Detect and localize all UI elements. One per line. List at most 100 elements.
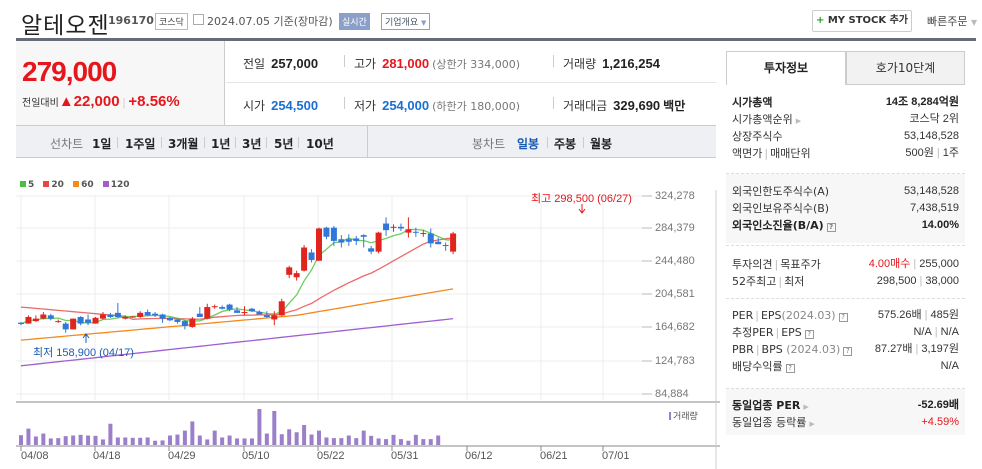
prev-close-label: 전일 bbox=[243, 57, 266, 71]
legend-label: 60 bbox=[81, 180, 94, 190]
info-row[interactable]: 동일업종 등락률 ▶ +4.59% bbox=[726, 414, 965, 431]
label-text: 최저 bbox=[784, 275, 805, 288]
candlestick-chart[interactable] bbox=[0, 190, 720, 469]
chevron-down-icon: ▼ bbox=[421, 19, 427, 27]
info-row: 상장주식수 53,148,528 bbox=[726, 128, 965, 145]
info-row: 배당수익률? N/A bbox=[726, 358, 965, 375]
separator: | bbox=[934, 326, 938, 338]
tab-3year[interactable]: 3년 bbox=[242, 137, 262, 151]
value-text: 1주 bbox=[942, 147, 959, 159]
line-chart-label: 선차트 bbox=[50, 137, 84, 151]
ma-legend: 5 20 60 120 bbox=[20, 180, 136, 190]
tab-weekly[interactable]: 주봉 bbox=[554, 137, 577, 151]
info-row[interactable]: 시가총액순위 ▶ 코스닥 2위 bbox=[726, 111, 965, 128]
value-text: 485원 bbox=[930, 309, 959, 321]
x-tick: 07/01 bbox=[602, 450, 630, 462]
change-value: 22,000 bbox=[73, 93, 120, 110]
low-value: 254,000 bbox=[382, 98, 430, 113]
divider bbox=[367, 126, 368, 157]
foreign-limit-label: 외국인한도주식수(A) bbox=[732, 185, 830, 198]
y-tick: 244,480 bbox=[655, 255, 695, 267]
info-row: 52주최고 | 최저 298,500 | 38,000 bbox=[726, 273, 965, 290]
tab-5year[interactable]: 5년 bbox=[274, 137, 294, 151]
separator: | bbox=[924, 309, 928, 321]
industry-change-label[interactable]: 동일업종 등락률 ▶ bbox=[732, 414, 815, 433]
per-eps-label: PER | EPS(2024.03)? bbox=[732, 307, 848, 324]
info-row: 추정PER | EPS? N/A | N/A bbox=[726, 324, 965, 341]
separator bbox=[553, 55, 554, 67]
label-text: EPS bbox=[760, 309, 782, 322]
industry-per-label[interactable]: 동일업종 PER ▶ bbox=[732, 397, 809, 416]
separator: | bbox=[755, 343, 760, 356]
help-icon[interactable]: ? bbox=[838, 313, 848, 322]
separator: | bbox=[936, 147, 940, 159]
tab-1day[interactable]: 1일 bbox=[92, 137, 112, 151]
tab-investment-info[interactable]: 투자정보 bbox=[726, 51, 846, 85]
separator: | bbox=[122, 97, 126, 109]
tab-1week[interactable]: 1주일 bbox=[125, 137, 156, 151]
help-icon[interactable]: ? bbox=[826, 223, 836, 232]
value-text: 255,000 bbox=[919, 258, 959, 270]
legend-label: 5 bbox=[28, 180, 35, 190]
opinion-label: 투자의견 | 목표주가 bbox=[732, 256, 821, 273]
y-tick: 164,682 bbox=[655, 321, 695, 333]
industry-change-value: +4.59% bbox=[921, 416, 959, 428]
tab-3month[interactable]: 3개월 bbox=[168, 137, 199, 151]
open-label: 시가 bbox=[243, 99, 266, 113]
separator bbox=[344, 55, 345, 67]
quick-order-dropdown[interactable]: 빠른주문 ▼ bbox=[927, 13, 977, 29]
label-text: 투자의견 bbox=[732, 258, 773, 271]
trade-value: 거래대금 329,690 백만 bbox=[563, 97, 685, 114]
info-row: PER | EPS(2024.03)? 575.26배 | 485원 bbox=[726, 307, 965, 324]
volume-label: 거래량 bbox=[563, 57, 597, 71]
period-text: (2024.03) bbox=[786, 343, 841, 356]
separator bbox=[547, 137, 548, 148]
industry-per-value: -52.69배 bbox=[917, 399, 959, 411]
low-price: 저가 254,000 (하한가 180,000) bbox=[354, 97, 520, 114]
my-stock-add-button[interactable]: + MY STOCK 추가 bbox=[812, 10, 912, 32]
label-text: 배당수익률 bbox=[732, 360, 783, 373]
label-text: 매매단위 bbox=[770, 147, 811, 160]
industry-section: 동일업종 PER ▶ -52.69배 동일업종 등락률 ▶ +4.59% bbox=[726, 389, 965, 435]
tab-1year[interactable]: 1년 bbox=[211, 137, 231, 151]
dividend-yield-label: 배당수익률? bbox=[732, 358, 795, 375]
lower-limit: (하한가 180,000) bbox=[432, 100, 521, 113]
listed-shares-value: 53,148,528 bbox=[903, 130, 959, 142]
tab-10year[interactable]: 10년 bbox=[306, 137, 334, 151]
help-icon[interactable]: ? bbox=[843, 347, 853, 356]
volume: 거래량 1,216,254 bbox=[563, 55, 660, 72]
current-price: 279,000 bbox=[22, 56, 117, 87]
open-price: 시가 254,500 bbox=[243, 97, 318, 114]
x-tick: 04/08 bbox=[21, 450, 49, 462]
x-tick: 06/21 bbox=[540, 450, 568, 462]
info-row: 외국인한도주식수(A) 53,148,528 bbox=[726, 183, 965, 200]
y-tick: 84,884 bbox=[655, 388, 689, 400]
tab-daily[interactable]: 일봉 bbox=[517, 137, 540, 151]
value-text: N/A bbox=[940, 326, 959, 338]
tab-monthly[interactable]: 월봉 bbox=[590, 137, 613, 151]
open-value: 254,500 bbox=[271, 98, 319, 113]
trade-value-unit: 백만 bbox=[663, 99, 686, 113]
value-text: 38,000 bbox=[925, 275, 959, 287]
label-text: PER bbox=[732, 309, 754, 322]
info-row[interactable]: 동일업종 PER ▶ -52.69배 bbox=[726, 397, 965, 414]
separator bbox=[298, 137, 299, 148]
value-text: 87.27배 bbox=[874, 343, 913, 355]
tab-order-book-10[interactable]: 호가10단계 bbox=[846, 51, 965, 85]
company-name: 알테오젠 bbox=[21, 13, 110, 39]
upper-limit: (상한가 334,000) bbox=[432, 58, 521, 71]
high-arrow-head bbox=[578, 208, 586, 214]
valuation-section: PER | EPS(2024.03)? 575.26배 | 485원 추정PER | EPS?… bbox=[726, 307, 965, 375]
corp-overview-dropdown[interactable]: 기업개요 ▼ bbox=[381, 13, 431, 30]
x-tick: 05/31 bbox=[391, 450, 419, 462]
separator bbox=[235, 137, 236, 148]
market-cap-rank-label[interactable]: 시가총액순위 ▶ bbox=[732, 111, 801, 130]
opinion-value: 4.00매수 | 255,000 bbox=[869, 256, 959, 273]
help-icon[interactable]: ? bbox=[804, 330, 814, 339]
stats-row-1: 전일 257,000 고가 281,000 (상한가 334,000) 거래량 1,21… bbox=[226, 41, 716, 83]
label-text: 52주최고 bbox=[732, 275, 777, 288]
pbr-bps-label: PBR | BPS (2024.03)? bbox=[732, 341, 853, 358]
realtime-button[interactable]: 실시간 bbox=[339, 13, 370, 30]
quick-order-label: 빠른주문 bbox=[927, 15, 968, 28]
help-icon[interactable]: ? bbox=[785, 364, 795, 373]
